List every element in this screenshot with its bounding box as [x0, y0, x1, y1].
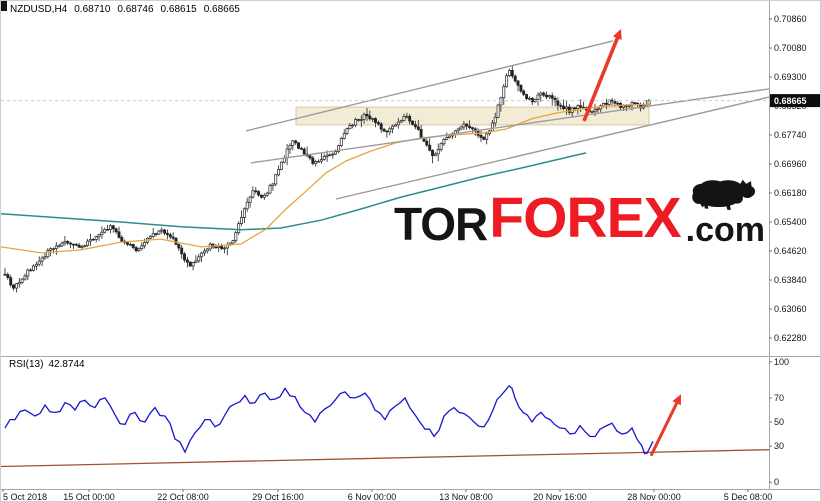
svg-text:0.66960: 0.66960	[774, 159, 807, 169]
panel-separators	[1, 1, 820, 490]
svg-text:29 Oct 16:00: 29 Oct 16:00	[252, 492, 304, 502]
window-corner-mark	[1, 1, 7, 11]
ohlc-open: 0.68710	[74, 4, 111, 15]
svg-text:70: 70	[774, 393, 784, 403]
svg-text:0.70860: 0.70860	[774, 14, 807, 24]
channel-trendlines	[245, 40, 770, 200]
svg-text:5 Oct 2018: 5 Oct 2018	[3, 492, 47, 502]
ma-slow-line	[1, 152, 587, 231]
rsi-name: RSI(13)	[9, 359, 44, 370]
svg-text:22 Oct 08:00: 22 Oct 08:00	[157, 492, 209, 502]
svg-text:0.63840: 0.63840	[774, 275, 807, 285]
svg-text:0.64620: 0.64620	[774, 246, 807, 256]
resistance-zone	[295, 106, 650, 126]
candlestick-series	[3, 65, 651, 293]
svg-text:0.69300: 0.69300	[774, 72, 807, 82]
svg-text:28 Nov 00:00: 28 Nov 00:00	[627, 492, 681, 502]
ma-fast-line	[1, 103, 652, 254]
bull-logo-icon	[692, 179, 756, 210]
svg-text:15 Oct 00:00: 15 Oct 00:00	[63, 492, 115, 502]
watermark: TOR FOREX .com	[394, 178, 765, 247]
watermark-tor: TOR	[394, 198, 488, 250]
svg-text:5 Dec 08:00: 5 Dec 08:00	[724, 492, 773, 502]
svg-text:0.65400: 0.65400	[774, 217, 807, 227]
price-axis: 0.708600.700800.693000.685200.677400.669…	[769, 14, 820, 343]
symbol-timeframe: NZDUSD,H4	[10, 4, 68, 15]
rsi-value: 42.8744	[48, 359, 85, 370]
svg-text:13 Nov 08:00: 13 Nov 08:00	[439, 492, 493, 502]
svg-text:0.63060: 0.63060	[774, 304, 807, 314]
ohlc-high: 0.68746	[117, 4, 154, 15]
svg-text:0.68665: 0.68665	[774, 96, 807, 106]
ohlc-close: 0.68665	[203, 4, 240, 15]
svg-text:0: 0	[774, 477, 779, 487]
ohlc-info: NZDUSD,H4 0.68710 0.68746 0.68615 0.68665	[10, 4, 247, 15]
rsi-panel: 100 70 50 30 0	[1, 357, 789, 487]
svg-text:0.62280: 0.62280	[774, 333, 807, 343]
svg-text:100: 100	[774, 357, 789, 367]
time-axis: 5 Oct 2018 15 Oct 00:00 22 Oct 08:00 29 Oct…	[2, 489, 773, 502]
rsi-indicator-label: RSI(13) 42.8744	[9, 359, 85, 370]
watermark-com: .com	[685, 211, 765, 249]
forecast-arrow	[582, 29, 622, 122]
svg-text:6 Nov 00:00: 6 Nov 00:00	[348, 492, 397, 502]
svg-text:0.67740: 0.67740	[774, 130, 807, 140]
svg-text:0.70080: 0.70080	[774, 43, 807, 53]
svg-text:50: 50	[774, 417, 784, 427]
ohlc-low: 0.68615	[160, 4, 197, 15]
svg-text:30: 30	[774, 441, 784, 451]
watermark-forex: FOREX	[489, 186, 681, 250]
svg-text:20 Nov 16:00: 20 Nov 16:00	[533, 492, 587, 502]
svg-text:0.66180: 0.66180	[774, 188, 807, 198]
